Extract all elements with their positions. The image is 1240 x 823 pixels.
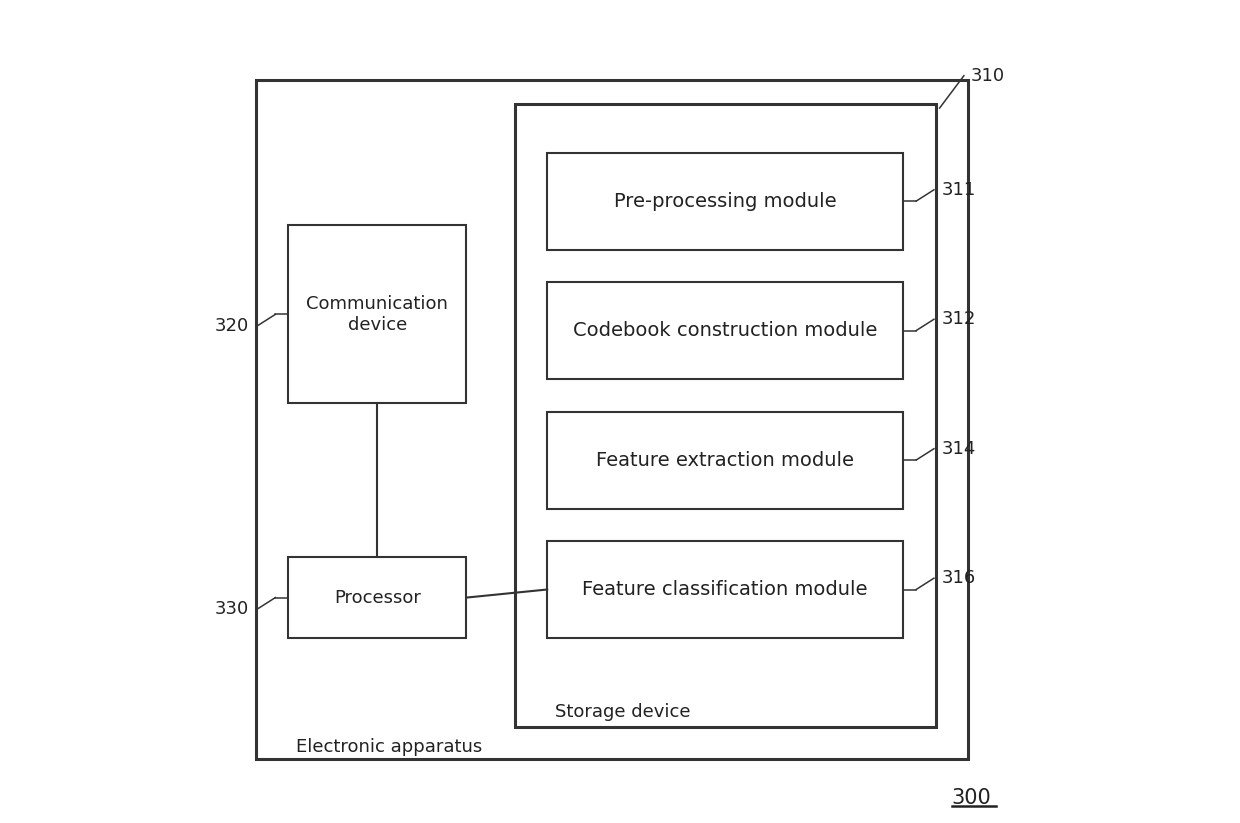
FancyBboxPatch shape: [547, 412, 903, 509]
FancyBboxPatch shape: [547, 282, 903, 379]
Text: Codebook construction module: Codebook construction module: [573, 321, 878, 340]
Text: 300: 300: [952, 788, 992, 807]
FancyBboxPatch shape: [547, 541, 903, 638]
Text: 311: 311: [942, 181, 976, 199]
Text: 316: 316: [942, 570, 976, 587]
FancyBboxPatch shape: [547, 152, 903, 249]
Text: Communication
device: Communication device: [306, 295, 448, 334]
FancyBboxPatch shape: [288, 557, 466, 638]
Text: 330: 330: [216, 600, 249, 618]
Text: 310: 310: [971, 67, 1004, 85]
Text: Feature classification module: Feature classification module: [583, 580, 868, 599]
Text: Feature extraction module: Feature extraction module: [596, 450, 854, 470]
Text: Electronic apparatus: Electronic apparatus: [296, 738, 482, 756]
Text: 314: 314: [942, 439, 976, 458]
FancyBboxPatch shape: [288, 226, 466, 403]
Text: 320: 320: [216, 317, 249, 335]
FancyBboxPatch shape: [255, 80, 968, 760]
Text: Storage device: Storage device: [556, 704, 691, 722]
Text: Processor: Processor: [334, 588, 420, 607]
Text: 312: 312: [942, 310, 976, 328]
Text: Pre-processing module: Pre-processing module: [614, 192, 837, 211]
FancyBboxPatch shape: [515, 104, 935, 727]
